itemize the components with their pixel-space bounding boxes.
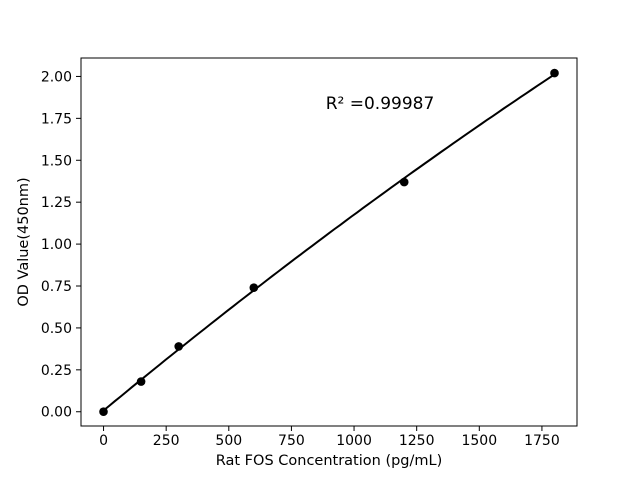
r-squared-annotation: R² =0.99987 [326, 94, 435, 114]
x-tick-label: 1500 [461, 433, 497, 449]
x-axis-label: Rat FOS Concentration (pg/mL) [216, 453, 443, 469]
data-point [249, 283, 259, 293]
plot-area [80, 57, 578, 427]
y-tick-label: 2.00 [41, 69, 72, 85]
y-tick-label: 0.50 [41, 321, 72, 337]
data-point [99, 407, 108, 417]
data-points [99, 68, 559, 417]
x-tick-label: 500 [215, 433, 242, 449]
y-tick-label: 0.75 [41, 279, 72, 295]
x-tick-label: 750 [278, 433, 305, 449]
y-tick-label: 1.75 [41, 111, 72, 127]
x-tick-label: 1000 [336, 433, 372, 449]
data-point [174, 342, 183, 351]
y-tick-label: 1.50 [41, 153, 72, 169]
x-tick-label: 1750 [524, 433, 560, 449]
y-axis-ticks: 0.00 0.25 0.50 0.75 1.00 1.25 1.50 1.75 2.00 [41, 69, 81, 421]
x-tick-label: 250 [153, 433, 180, 449]
y-axis-label: OD Value(450nm) [16, 177, 32, 306]
y-tick-label: 0.00 [41, 405, 72, 421]
fit-line [102, 73, 556, 412]
y-tick-label: 1.00 [41, 237, 72, 253]
y-tick-label: 1.25 [41, 195, 72, 211]
data-point [550, 68, 559, 78]
data-point [136, 377, 146, 386]
data-point [399, 177, 409, 187]
y-tick-label: 0.25 [41, 363, 72, 379]
x-tick-label: 1250 [399, 433, 435, 449]
x-tick-label: 0 [99, 433, 108, 449]
x-axis-ticks: 0 250 500 750 1000 1250 1500 1750 [99, 426, 560, 449]
